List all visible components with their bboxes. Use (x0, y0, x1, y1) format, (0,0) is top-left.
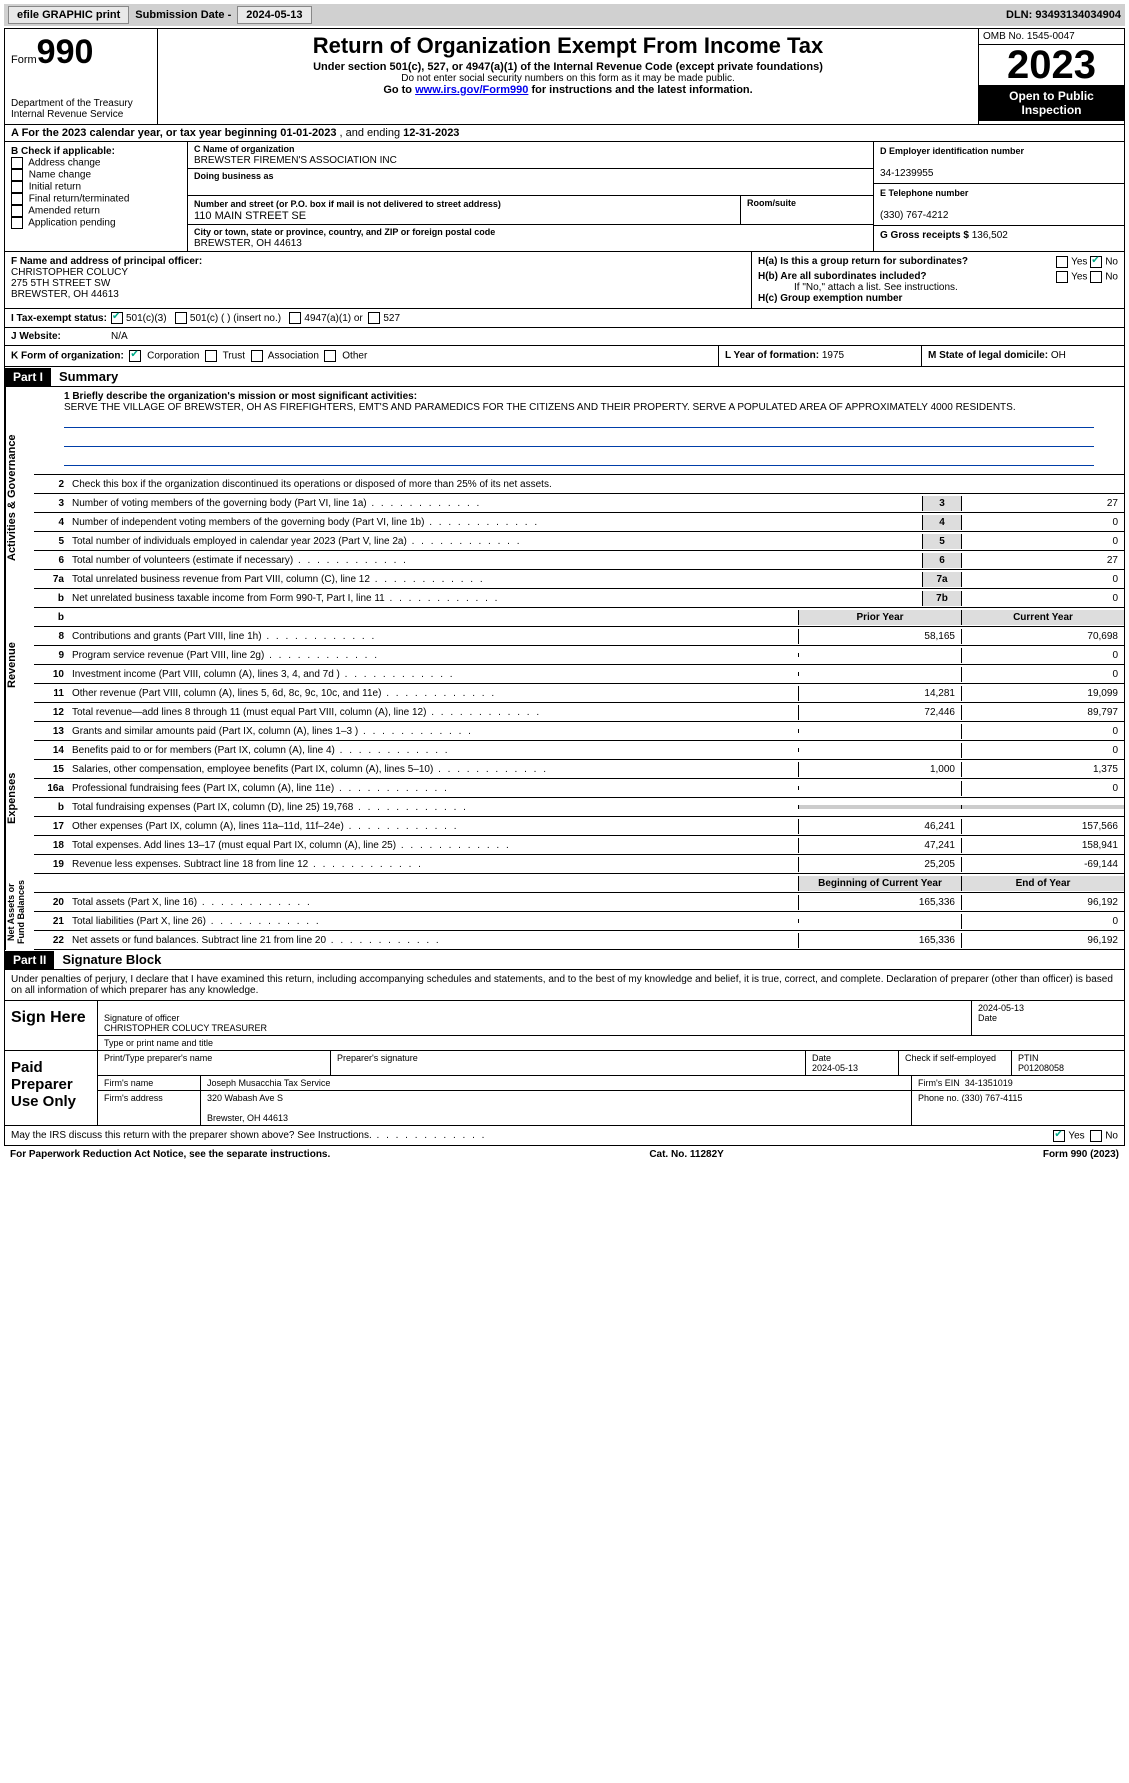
gov-line: 4Number of independent voting members of… (34, 513, 1124, 532)
section-j-website: J Website:N/A (5, 328, 1124, 346)
net-assets-section: Net Assets or Fund Balances Beginning of… (5, 874, 1124, 950)
header-left: Form990 Department of the Treasury Inter… (5, 29, 158, 124)
footer: For Paperwork Reduction Act Notice, see … (4, 1146, 1125, 1163)
section-i-tax-status: I Tax-exempt status: 501(c)(3) 501(c) ( … (5, 309, 1124, 328)
section-h-group: H(a) Is this a group return for subordin… (751, 252, 1124, 308)
expense-line: 17Other expenses (Part IX, column (A), l… (34, 817, 1124, 836)
section-f-officer: F Name and address of principal officer:… (5, 252, 751, 308)
section-d-ein: D Employer identification number34-12399… (873, 142, 1124, 251)
activities-governance: Activities & Governance 1 Briefly descri… (5, 387, 1124, 608)
gov-line: 6Total number of volunteers (estimate if… (34, 551, 1124, 570)
efile-print-button[interactable]: efile GRAPHIC print (8, 6, 129, 24)
section-klm: K Form of organization: Corporation Trus… (5, 346, 1124, 367)
signature-block: Under penalties of perjury, I declare th… (5, 970, 1124, 1145)
revenue-section: Revenue bPrior YearCurrent Year 8Contrib… (5, 608, 1124, 722)
expense-line: 13Grants and similar amounts paid (Part … (34, 722, 1124, 741)
top-toolbar: efile GRAPHIC print Submission Date - 20… (4, 4, 1125, 26)
form-990: Form990 Department of the Treasury Inter… (4, 28, 1125, 1146)
net-line: 22Net assets or fund balances. Subtract … (34, 931, 1124, 950)
net-line: 21Total liabilities (Part X, line 26)0 (34, 912, 1124, 931)
part-i-header: Part ISummary (5, 367, 1124, 387)
section-c-org-info: C Name of organizationBREWSTER FIREMEN'S… (188, 142, 873, 251)
row-a-tax-period: A For the 2023 calendar year, or tax yea… (5, 125, 1124, 142)
submission-date-label: Submission Date - (135, 9, 231, 21)
revenue-line: 12Total revenue—add lines 8 through 11 (… (34, 703, 1124, 722)
expense-line: 18Total expenses. Add lines 13–17 (must … (34, 836, 1124, 855)
net-line: 20Total assets (Part X, line 16)165,3369… (34, 893, 1124, 912)
irs-link[interactable]: www.irs.gov/Form990 (415, 84, 528, 96)
open-inspection: Open to Public Inspection (979, 85, 1124, 121)
dept-treasury: Department of the Treasury Internal Reve… (11, 98, 151, 120)
expense-line: bTotal fundraising expenses (Part IX, co… (34, 798, 1124, 817)
expenses-section: Expenses 13Grants and similar amounts pa… (5, 722, 1124, 874)
gov-line: 3Number of voting members of the governi… (34, 494, 1124, 513)
expense-line: 15Salaries, other compensation, employee… (34, 760, 1124, 779)
gov-line: 5Total number of individuals employed in… (34, 532, 1124, 551)
part-ii-header: Part IISignature Block (5, 950, 1124, 970)
revenue-line: 10Investment income (Part VIII, column (… (34, 665, 1124, 684)
revenue-line: 8Contributions and grants (Part VIII, li… (34, 627, 1124, 646)
tax-year: 2023 (979, 45, 1124, 85)
expense-line: 19Revenue less expenses. Subtract line 1… (34, 855, 1124, 874)
revenue-line: 9Program service revenue (Part VIII, lin… (34, 646, 1124, 665)
expense-line: 14Benefits paid to or for members (Part … (34, 741, 1124, 760)
dln: DLN: 93493134034904 (1006, 9, 1121, 21)
gov-line: 7aTotal unrelated business revenue from … (34, 570, 1124, 589)
expense-line: 16aProfessional fundraising fees (Part I… (34, 779, 1124, 798)
revenue-line: 11Other revenue (Part VIII, column (A), … (34, 684, 1124, 703)
header-center: Return of Organization Exempt From Incom… (158, 29, 978, 124)
gov-line: bNet unrelated business taxable income f… (34, 589, 1124, 608)
form-title: Return of Organization Exempt From Incom… (166, 33, 970, 59)
submission-date-button[interactable]: 2024-05-13 (237, 6, 311, 24)
header-right: OMB No. 1545-0047 2023 Open to Public In… (978, 29, 1124, 124)
section-b-checkboxes: B Check if applicable: Address change Na… (5, 142, 188, 251)
